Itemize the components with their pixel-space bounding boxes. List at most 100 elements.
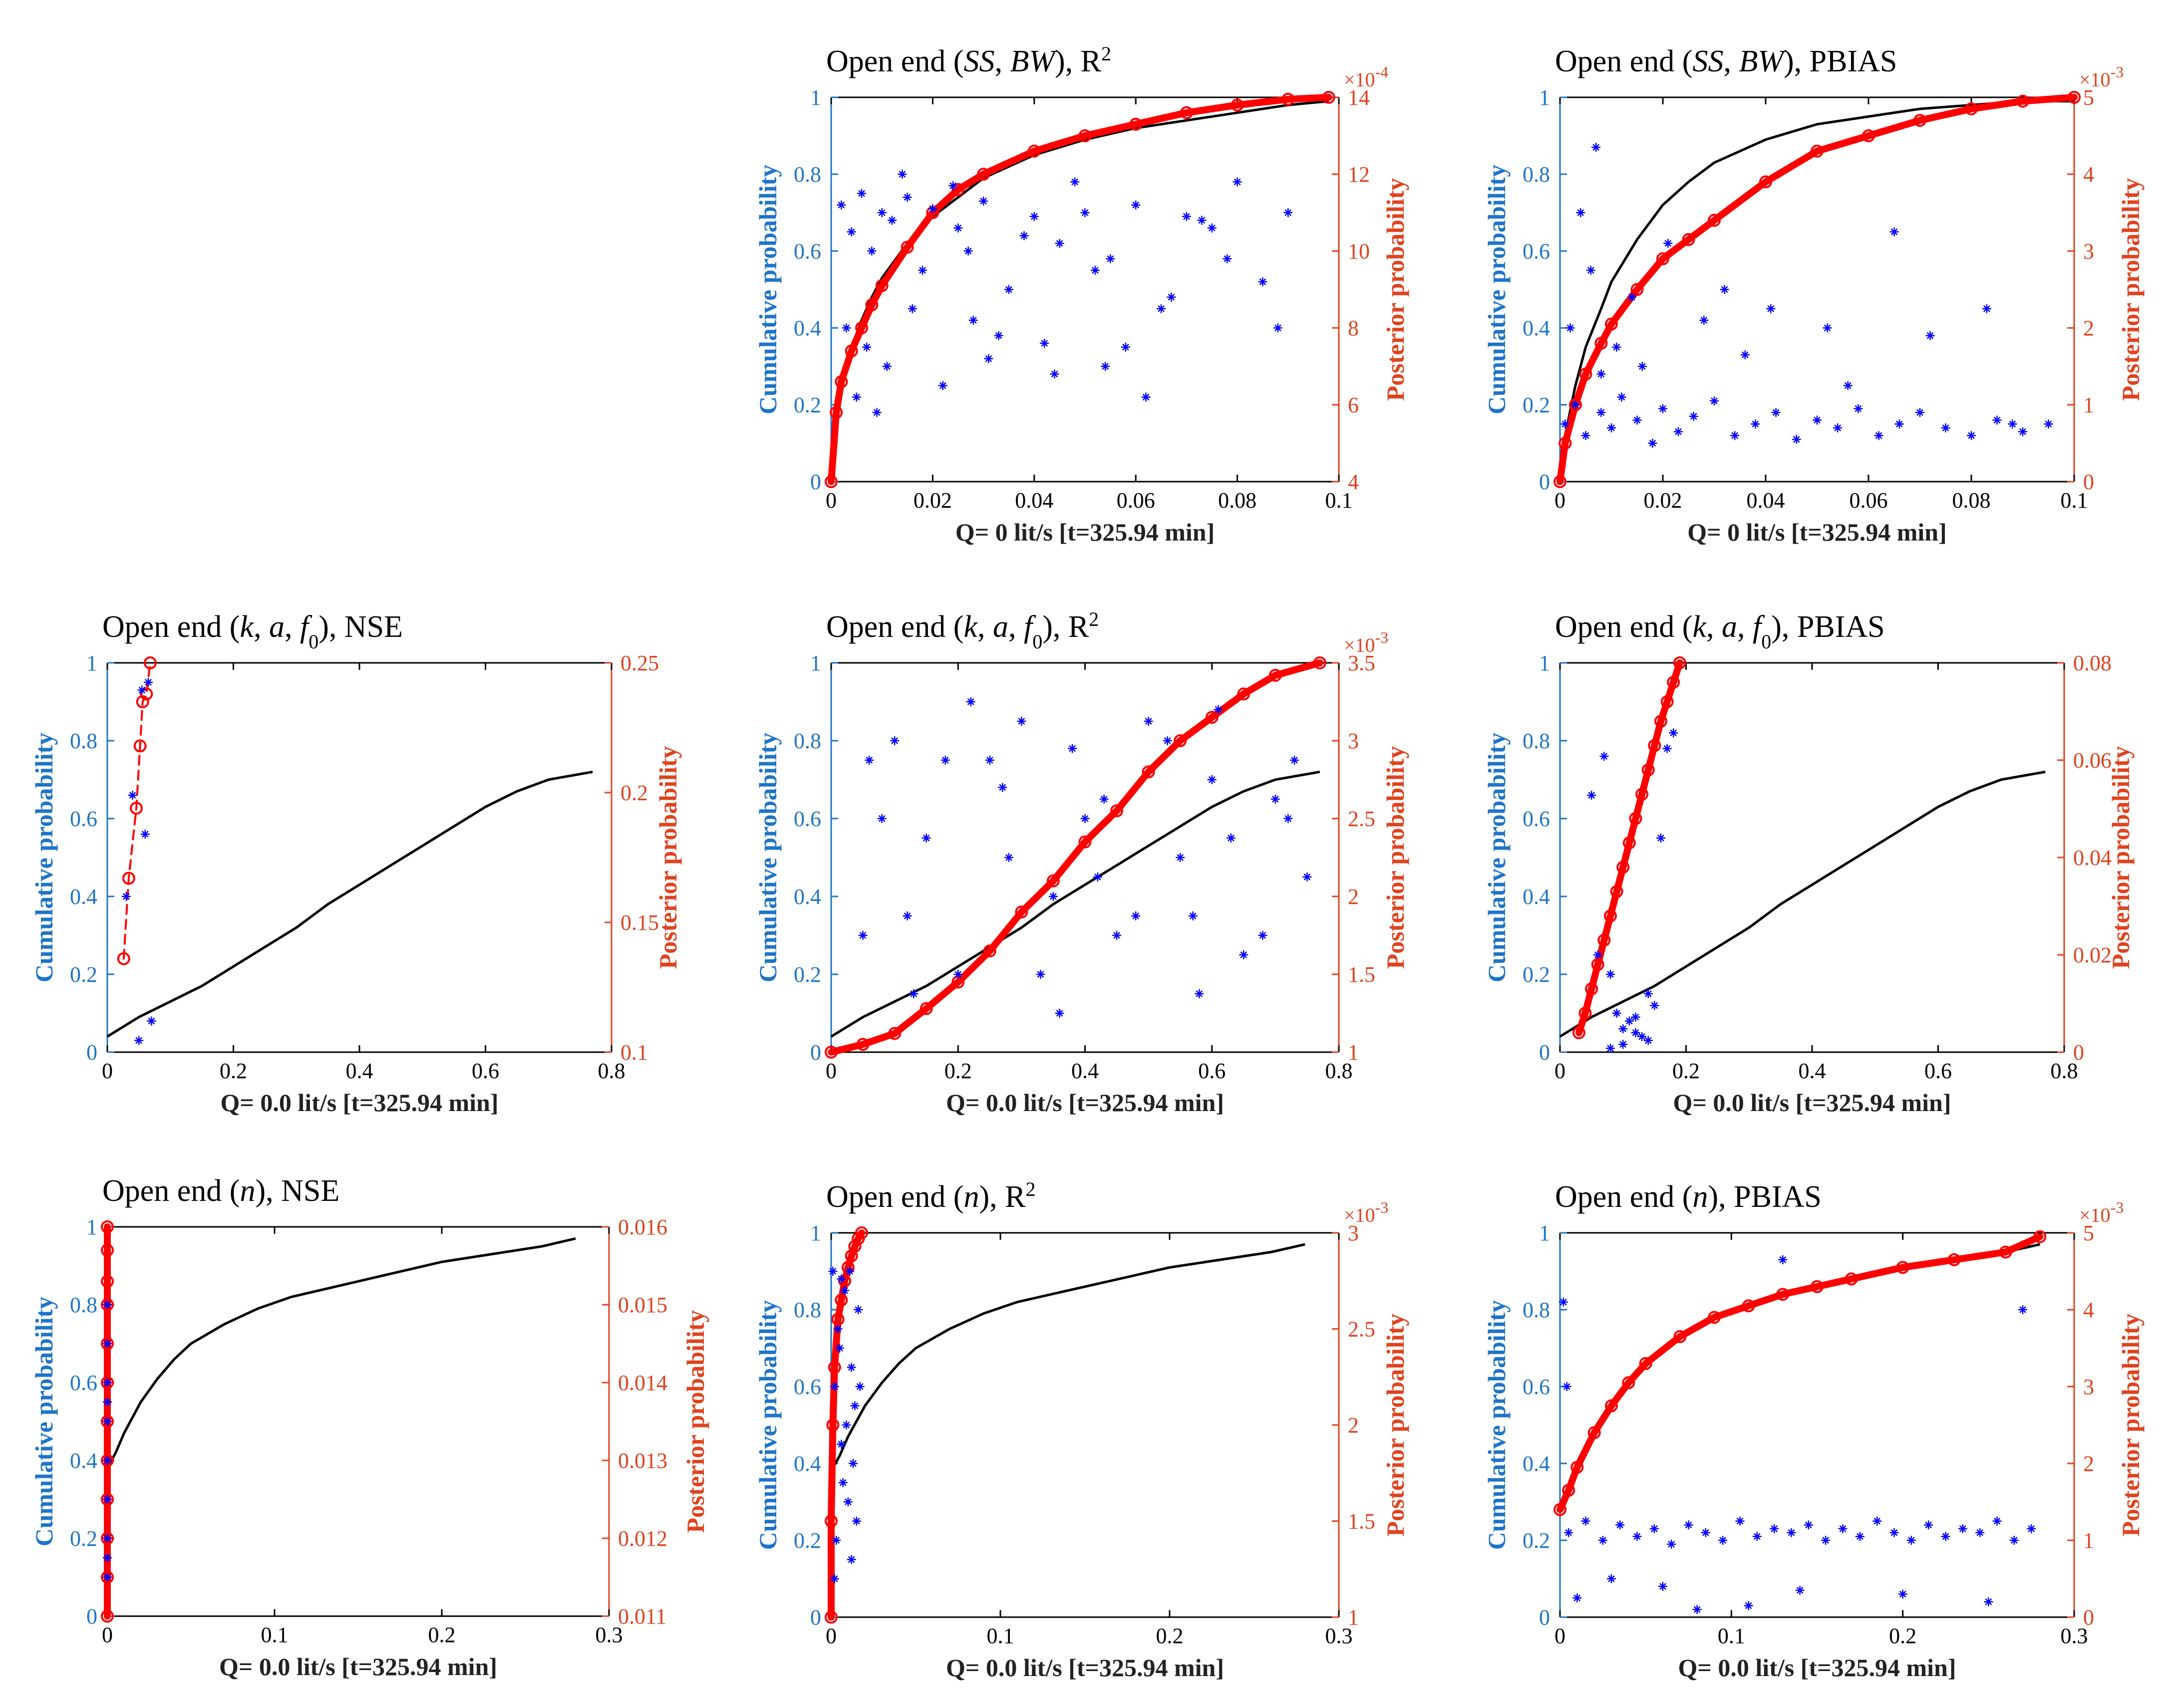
- y-tick-label-left: 0.2: [70, 1526, 97, 1551]
- chart-title: Open end (n), NSE: [102, 1174, 339, 1208]
- sample-star: [1718, 1536, 1728, 1545]
- sample-star: [1576, 208, 1585, 217]
- title-part: ), R: [1042, 610, 1089, 644]
- y-axis-label-left: Cumulative probability: [1483, 1300, 1511, 1550]
- sample-star: [1182, 212, 1191, 221]
- cdf-line: [830, 100, 1329, 463]
- x-tick-label: 0: [826, 488, 837, 513]
- posterior-point: [1605, 317, 1618, 331]
- sample-star: [1233, 177, 1242, 187]
- y-tick-label-right: 2: [1348, 1413, 1359, 1437]
- posterior-point: [1811, 1280, 1824, 1293]
- posterior-point: [1660, 695, 1674, 708]
- panel-p6: 0 0.1 0.2 0.3 0 0.2 0.4 0.6 0.8 1 0.011 0.012 0.013 0…: [30, 1174, 709, 1681]
- y-tick-label-right: 3: [2083, 239, 2094, 264]
- sample-star: [1992, 415, 2002, 425]
- posterior-point: [1015, 905, 1028, 919]
- x-tick-label: 0.04: [1747, 488, 1785, 513]
- title-part: ), PBIAS: [1784, 44, 1897, 78]
- title-part: 0: [1032, 630, 1042, 653]
- posterior-point: [2068, 91, 2081, 104]
- y-tick-label-right: 0.25: [621, 651, 659, 675]
- sample-star: [1599, 752, 1609, 761]
- x-axis-label: Q= 0.0 lit/s [t=325.94 min]: [221, 1089, 499, 1117]
- sample-star: [1967, 431, 1976, 440]
- y-tick-label-right: 1.5: [1348, 1509, 1375, 1534]
- sample-star: [1924, 1520, 1933, 1530]
- x-tick-label: 0.2: [220, 1059, 247, 1083]
- posterior-point: [1708, 1311, 1721, 1324]
- sample-star: [128, 791, 137, 800]
- panel-p1: 0 0.02 0.04 0.06 0.08 0.100.20.40.60.81468101…: [754, 42, 1409, 547]
- posterior-point: [140, 687, 153, 701]
- sample-star: [1040, 338, 1049, 348]
- posterior-point: [1622, 1376, 1635, 1390]
- posterior-point: [830, 406, 843, 419]
- sample-star: [1283, 814, 1293, 823]
- title-part: Open end (: [826, 44, 963, 78]
- sample-star: [1821, 1536, 1831, 1545]
- y-tick-label-left: 0.4: [70, 884, 97, 909]
- posterior-point: [901, 241, 914, 254]
- sample-star: [1689, 412, 1698, 421]
- sample-star: [1984, 1597, 1993, 1607]
- title-part: ), NSE: [255, 1174, 339, 1208]
- sample-star: [828, 1267, 838, 1276]
- sample-star: [1833, 423, 1843, 433]
- sample-star: [1658, 1582, 1667, 1591]
- posterior-point: [835, 1293, 848, 1307]
- sample-star: [103, 1300, 112, 1309]
- posterior-point: [825, 1046, 838, 1059]
- y-tick-label-left: 0.2: [1523, 1528, 1550, 1553]
- title-part: ), NSE: [318, 610, 403, 644]
- posterior-point: [1667, 676, 1680, 689]
- sample-star: [985, 756, 994, 765]
- title-part: Open end (: [826, 1180, 963, 1214]
- sample-star: [1121, 342, 1130, 352]
- sample-star: [1157, 304, 1166, 313]
- sample-star: [843, 1497, 853, 1506]
- sample-star: [858, 931, 868, 940]
- x-tick-label: 0.6: [1924, 1059, 1952, 1083]
- posterior-point: [1570, 1460, 1584, 1474]
- posterior-point: [1578, 1007, 1592, 1020]
- sample-star: [1167, 292, 1176, 302]
- sample-star: [1667, 1539, 1676, 1549]
- sample-star: [852, 392, 861, 402]
- y-tick-label-left: 0.2: [794, 393, 821, 417]
- sample-star: [928, 204, 937, 214]
- title-part: Open end (: [1555, 1180, 1692, 1214]
- sample-star: [1854, 404, 1863, 413]
- sample-star: [877, 208, 887, 217]
- posterior-point: [1142, 765, 1155, 779]
- title-part: 2: [1101, 42, 1111, 65]
- sample-star: [1093, 872, 1102, 881]
- sample-star: [1627, 292, 1637, 302]
- sample-star: [847, 1555, 856, 1564]
- sample-star: [1188, 911, 1198, 920]
- sample-star: [857, 189, 867, 198]
- y-tick-label-left: 0.6: [70, 1371, 97, 1395]
- y-tick-label-right: 5: [2083, 85, 2094, 110]
- sample-star: [1889, 1528, 1899, 1537]
- sample-star: [998, 783, 1007, 792]
- y-tick-label-left: 0: [810, 1040, 821, 1065]
- exponent-label: ×10-4: [1344, 63, 1388, 91]
- y-tick-label-right: 5: [2083, 1221, 2094, 1245]
- exponent-base: ×10: [2079, 68, 2111, 91]
- sample-star: [909, 989, 919, 998]
- sample-star: [1710, 396, 1719, 406]
- posterior-point: [133, 739, 147, 753]
- sample-star: [1894, 419, 1904, 429]
- y-tick-label-right: 0: [2083, 1605, 2094, 1630]
- sample-star: [1684, 1520, 1693, 1530]
- posterior-line: [828, 94, 1332, 485]
- sample-star: [852, 1516, 861, 1526]
- posterior-point: [1562, 1483, 1575, 1497]
- sample-star: [966, 697, 975, 706]
- y-axis-label-right: Posterior probability: [2117, 1314, 2145, 1537]
- sample-star: [1273, 323, 1282, 332]
- posterior-point: [920, 1002, 933, 1015]
- x-tick-label: 0.3: [1325, 1624, 1353, 1648]
- exponent-power: -3: [2111, 63, 2124, 81]
